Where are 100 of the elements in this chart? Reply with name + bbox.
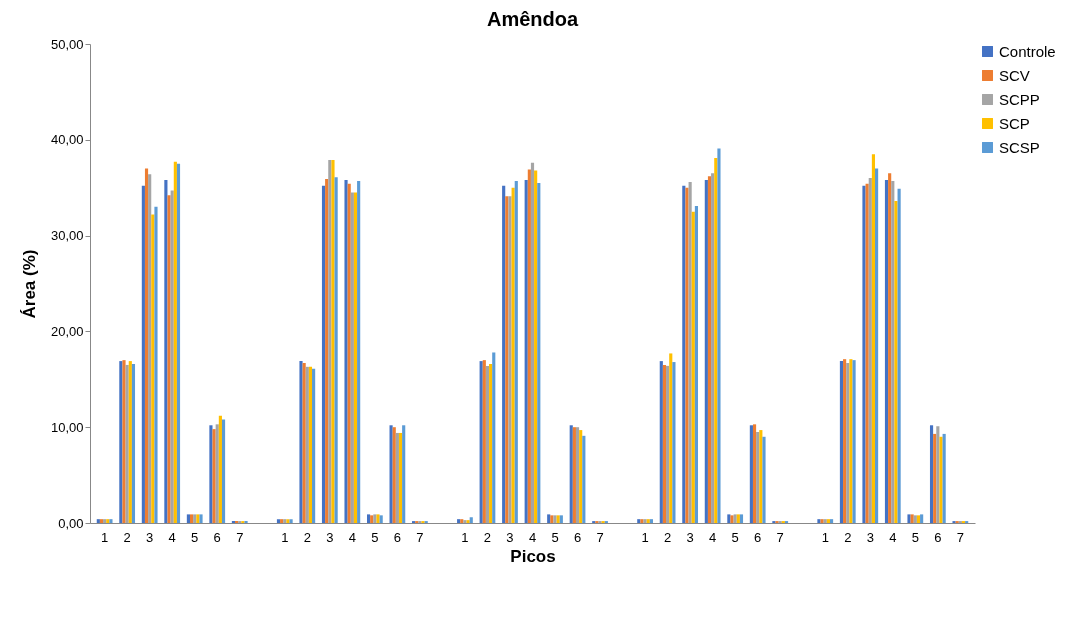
- bar: [582, 435, 586, 523]
- x-tick-label: 3: [866, 529, 874, 545]
- legend-label: SCSP: [999, 138, 1040, 156]
- bar: [933, 433, 937, 523]
- bar: [366, 514, 371, 523]
- bar: [739, 514, 744, 523]
- x-tick-label: 5: [551, 529, 559, 545]
- x-tick-label: 5: [911, 529, 919, 545]
- bar: [164, 180, 168, 523]
- bar: [916, 515, 921, 523]
- bar: [176, 163, 181, 523]
- x-tick-label: 4: [168, 529, 176, 545]
- bar: [868, 178, 872, 523]
- bar: [704, 180, 708, 523]
- bar: [669, 353, 673, 523]
- y-tick-label: 50,00: [50, 36, 84, 52]
- y-tick-label: 40,00: [50, 132, 84, 148]
- bar: [353, 192, 358, 523]
- bar: [350, 192, 354, 523]
- x-tick-label: 2: [483, 529, 492, 545]
- y-axis-title: Área (%): [19, 249, 39, 319]
- bar: [131, 363, 136, 523]
- bar: [871, 154, 876, 523]
- x-tick-label: 2: [123, 529, 131, 545]
- bar: [212, 429, 216, 523]
- bar: [537, 182, 541, 523]
- bar: [141, 185, 145, 523]
- bar: [99, 519, 104, 523]
- bar: [691, 211, 695, 523]
- x-tick-label: 4: [528, 529, 537, 545]
- bar: [884, 180, 889, 523]
- legend-label: SCV: [999, 66, 1030, 84]
- bar: [514, 180, 518, 523]
- bar: [891, 180, 895, 523]
- bar: [530, 162, 535, 523]
- bar: [659, 361, 663, 523]
- x-tick-label: 6: [213, 529, 221, 545]
- y-tick-label: 20,00: [50, 323, 84, 339]
- bar: [357, 180, 361, 523]
- bar: [843, 359, 847, 523]
- x-tick-label: 1: [101, 529, 109, 545]
- bar: [527, 169, 531, 523]
- x-tick-label: 6: [934, 529, 942, 545]
- x-tick-label: 5: [371, 529, 379, 545]
- x-tick-label: 7: [596, 529, 604, 545]
- x-tick-label: 6: [754, 529, 762, 545]
- x-tick-label: 7: [776, 529, 784, 545]
- x-tick-label: 1: [281, 529, 289, 545]
- bar: [167, 195, 171, 523]
- bar: [575, 427, 580, 523]
- bar: [492, 352, 496, 523]
- x-tick-label: 3: [506, 529, 514, 545]
- x-tick-label: 5: [191, 529, 199, 545]
- x-tick-label: 4: [709, 529, 717, 545]
- x-tick-label: 2: [303, 529, 311, 545]
- bar: [511, 187, 515, 523]
- bar: [524, 180, 528, 523]
- x-axis-title: Picos: [510, 546, 556, 566]
- bar: [897, 188, 901, 523]
- x-tick-label: 6: [573, 529, 582, 545]
- bar: [276, 519, 281, 523]
- bar: [485, 365, 490, 523]
- x-tick-label: 6: [393, 529, 401, 545]
- bar: [215, 424, 219, 523]
- bar: [96, 519, 100, 523]
- x-tick-label: 4: [348, 529, 356, 545]
- bar: [151, 214, 155, 523]
- bar: [666, 365, 670, 523]
- bar: [762, 436, 766, 523]
- x-tick-label: 7: [416, 529, 424, 545]
- bar: [717, 148, 721, 523]
- bar: [312, 368, 316, 523]
- bar: [489, 363, 493, 523]
- x-tick-label: 4: [889, 529, 897, 545]
- bar: [173, 161, 177, 523]
- bar: [325, 179, 329, 523]
- x-tick-label: 7: [236, 529, 244, 545]
- bar: [846, 363, 850, 523]
- bar: [154, 206, 158, 523]
- bar: [170, 190, 174, 523]
- bar: [707, 176, 712, 523]
- x-tick-label: 2: [664, 529, 672, 545]
- y-tick-label: 0,00: [58, 515, 84, 531]
- bar: [888, 173, 892, 523]
- bar: [534, 170, 538, 523]
- bar: [752, 424, 757, 523]
- bar: [694, 205, 699, 523]
- bar: [398, 432, 403, 523]
- bar: [662, 364, 667, 523]
- x-tick-label: 3: [326, 529, 334, 545]
- bar: [579, 430, 583, 523]
- chart-title: Amêndoa: [486, 8, 579, 30]
- bar: [672, 362, 676, 523]
- legend-label: Controle: [999, 42, 1056, 60]
- bar: [920, 514, 924, 523]
- bar: [221, 419, 226, 523]
- bar: [711, 173, 715, 523]
- bar: [688, 181, 692, 523]
- y-tick-label: 10,00: [50, 419, 84, 435]
- bar: [334, 177, 338, 523]
